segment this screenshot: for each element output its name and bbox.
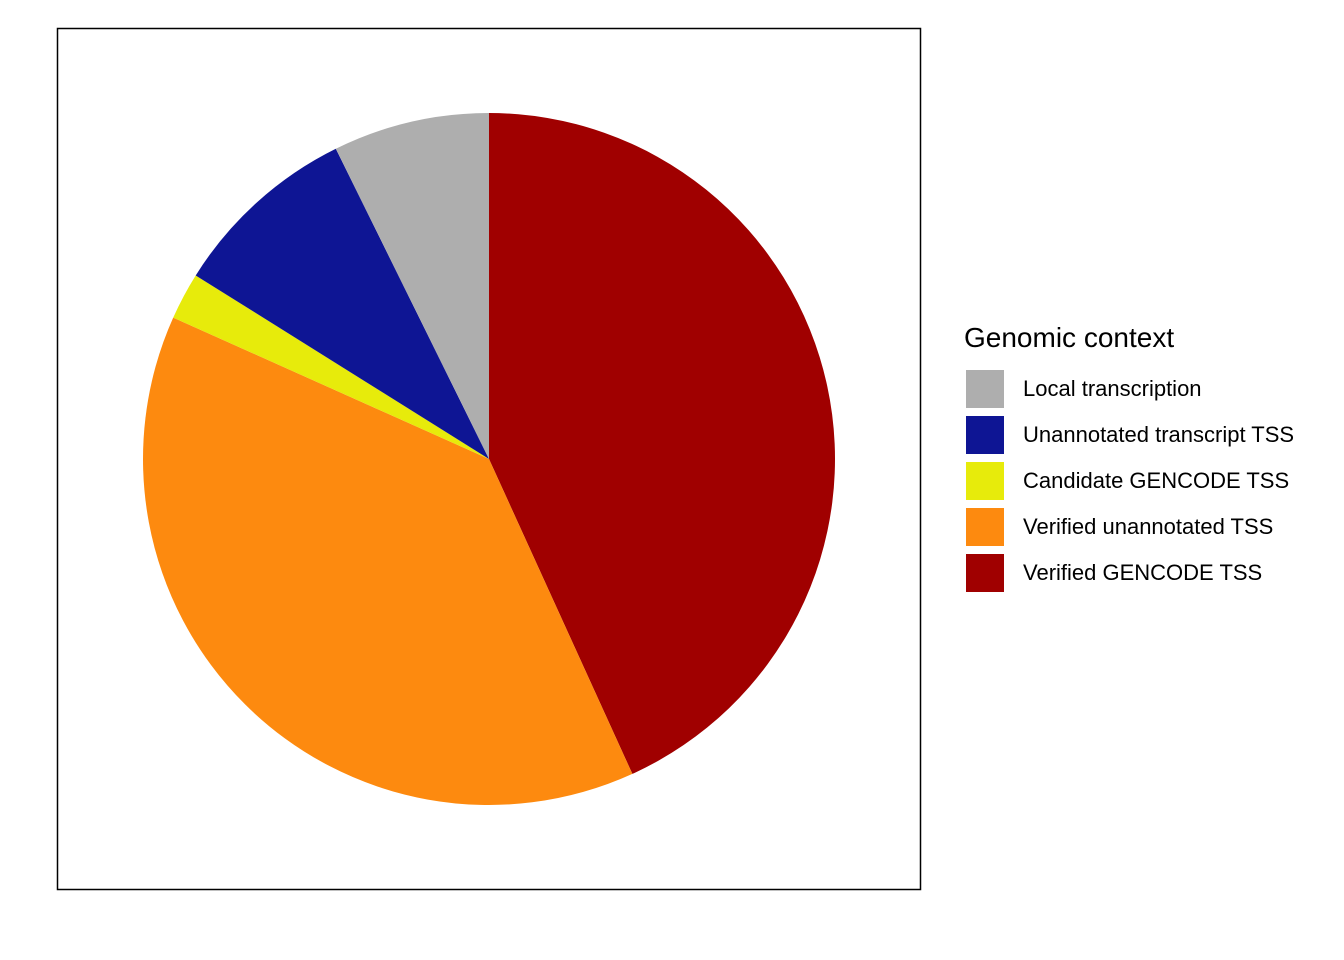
legend-swatch xyxy=(964,414,1006,456)
legend-item-verified-unannotated-tss: Verified unannotated TSS xyxy=(964,504,1334,550)
pie-slice-local-transcription xyxy=(335,113,489,459)
pie-slice-unannotated-transcript-tss xyxy=(195,148,489,459)
pie-slice-candidate-gencode-tss xyxy=(173,275,489,459)
legend-swatch xyxy=(964,506,1006,548)
pie-slice-verified-unannotated-tss xyxy=(143,317,633,806)
legend-item-verified-gencode-tss: Verified GENCODE TSS xyxy=(964,550,1334,596)
legend-item-local-transcription: Local transcription xyxy=(964,366,1334,412)
legend-label: Local transcription xyxy=(1023,376,1202,401)
legend-title: Genomic context xyxy=(964,322,1175,353)
pie-slices xyxy=(143,113,836,806)
legend-item-unannotated-transcript-tss: Unannotated transcript TSS xyxy=(964,412,1334,458)
legend-label: Verified unannotated TSS xyxy=(1023,514,1274,539)
legend-swatch xyxy=(964,552,1006,594)
pie-slice-verified-gencode-tss xyxy=(489,113,836,774)
legend-swatch xyxy=(964,368,1006,410)
legend-item-candidate-gencode-tss: Candidate GENCODE TSS xyxy=(964,458,1334,504)
legend-label: Verified GENCODE TSS xyxy=(1023,560,1263,585)
legend-label: Unannotated transcript TSS xyxy=(1023,422,1295,447)
legend-entries: Local transcription Unannotated transcrip… xyxy=(964,366,1334,596)
legend: Genomic context Local transcription Unann… xyxy=(964,320,1334,596)
legend-swatch xyxy=(964,460,1006,502)
legend-label: Candidate GENCODE TSS xyxy=(1023,468,1290,493)
